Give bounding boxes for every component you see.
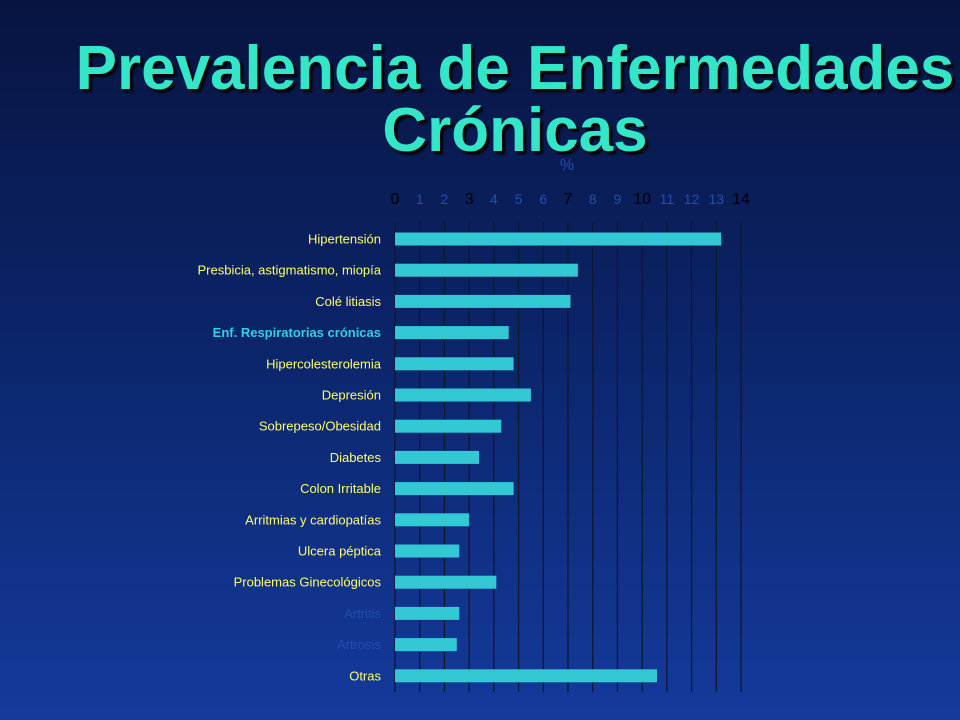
x-tick-label-0: 0 (391, 191, 400, 208)
bar-11 (395, 575, 497, 589)
chart-title: Prevalencia de Enfermedades Crónicas (60, 38, 960, 162)
title-line-1: Prevalencia de Enfermedades (75, 34, 955, 103)
x-tick-label-6: 6 (539, 191, 547, 207)
bar-8 (395, 482, 514, 496)
category-label-5: Depresión (322, 388, 381, 403)
x-tick-label-14: 14 (732, 191, 750, 208)
bar-2 (395, 294, 571, 308)
category-label-12: Artritis (344, 606, 381, 621)
category-label-4: Hipercolesterolemia (266, 356, 382, 371)
x-tick-label-4: 4 (490, 191, 498, 207)
x-tick-label-12: 12 (684, 191, 700, 207)
category-label-7: Diabetes (330, 450, 382, 465)
axis-unit-label: % (560, 157, 574, 174)
category-label-13: Artrosis (337, 637, 382, 652)
x-tick-label-1: 1 (416, 191, 424, 207)
category-label-6: Sobrepeso/Obesidad (259, 419, 381, 434)
category-label-14: Otras (349, 668, 381, 683)
x-tick-label-3: 3 (465, 191, 474, 208)
bar-13 (395, 638, 457, 652)
x-tick-label-9: 9 (614, 191, 622, 207)
bar-7 (395, 450, 480, 464)
bar-10 (395, 544, 460, 558)
category-label-1: Presbicia, astigmatismo, miopía (197, 263, 381, 278)
category-label-3: Enf. Respiratorias crónicas (213, 325, 381, 340)
category-label-0: Hipertensión (308, 232, 381, 247)
bar-12 (395, 606, 460, 620)
x-tick-label-10: 10 (633, 191, 651, 208)
category-label-8: Colon Irritable (300, 481, 381, 496)
x-tick-label-2: 2 (441, 191, 449, 207)
x-tick-label-7: 7 (564, 191, 573, 208)
bar-1 (395, 263, 578, 277)
bar-4 (395, 357, 514, 371)
category-label-2: Colé litiasis (315, 294, 381, 309)
bar-3 (395, 326, 509, 340)
bar-6 (395, 419, 502, 433)
x-tick-label-5: 5 (515, 191, 523, 207)
category-label-11: Problemas Ginecológicos (234, 575, 382, 590)
x-tick-label-8: 8 (589, 191, 597, 207)
bar-5 (395, 388, 531, 402)
category-label-9: Arritmias y cardiopatías (245, 512, 381, 527)
title-line-2: Crónicas (382, 96, 648, 165)
bar-14 (395, 669, 657, 683)
category-label-10: Ulcera péptica (298, 544, 382, 559)
x-tick-label-13: 13 (708, 191, 724, 207)
bar-0 (395, 232, 722, 246)
x-tick-label-11: 11 (660, 191, 675, 207)
bar-9 (395, 513, 470, 527)
